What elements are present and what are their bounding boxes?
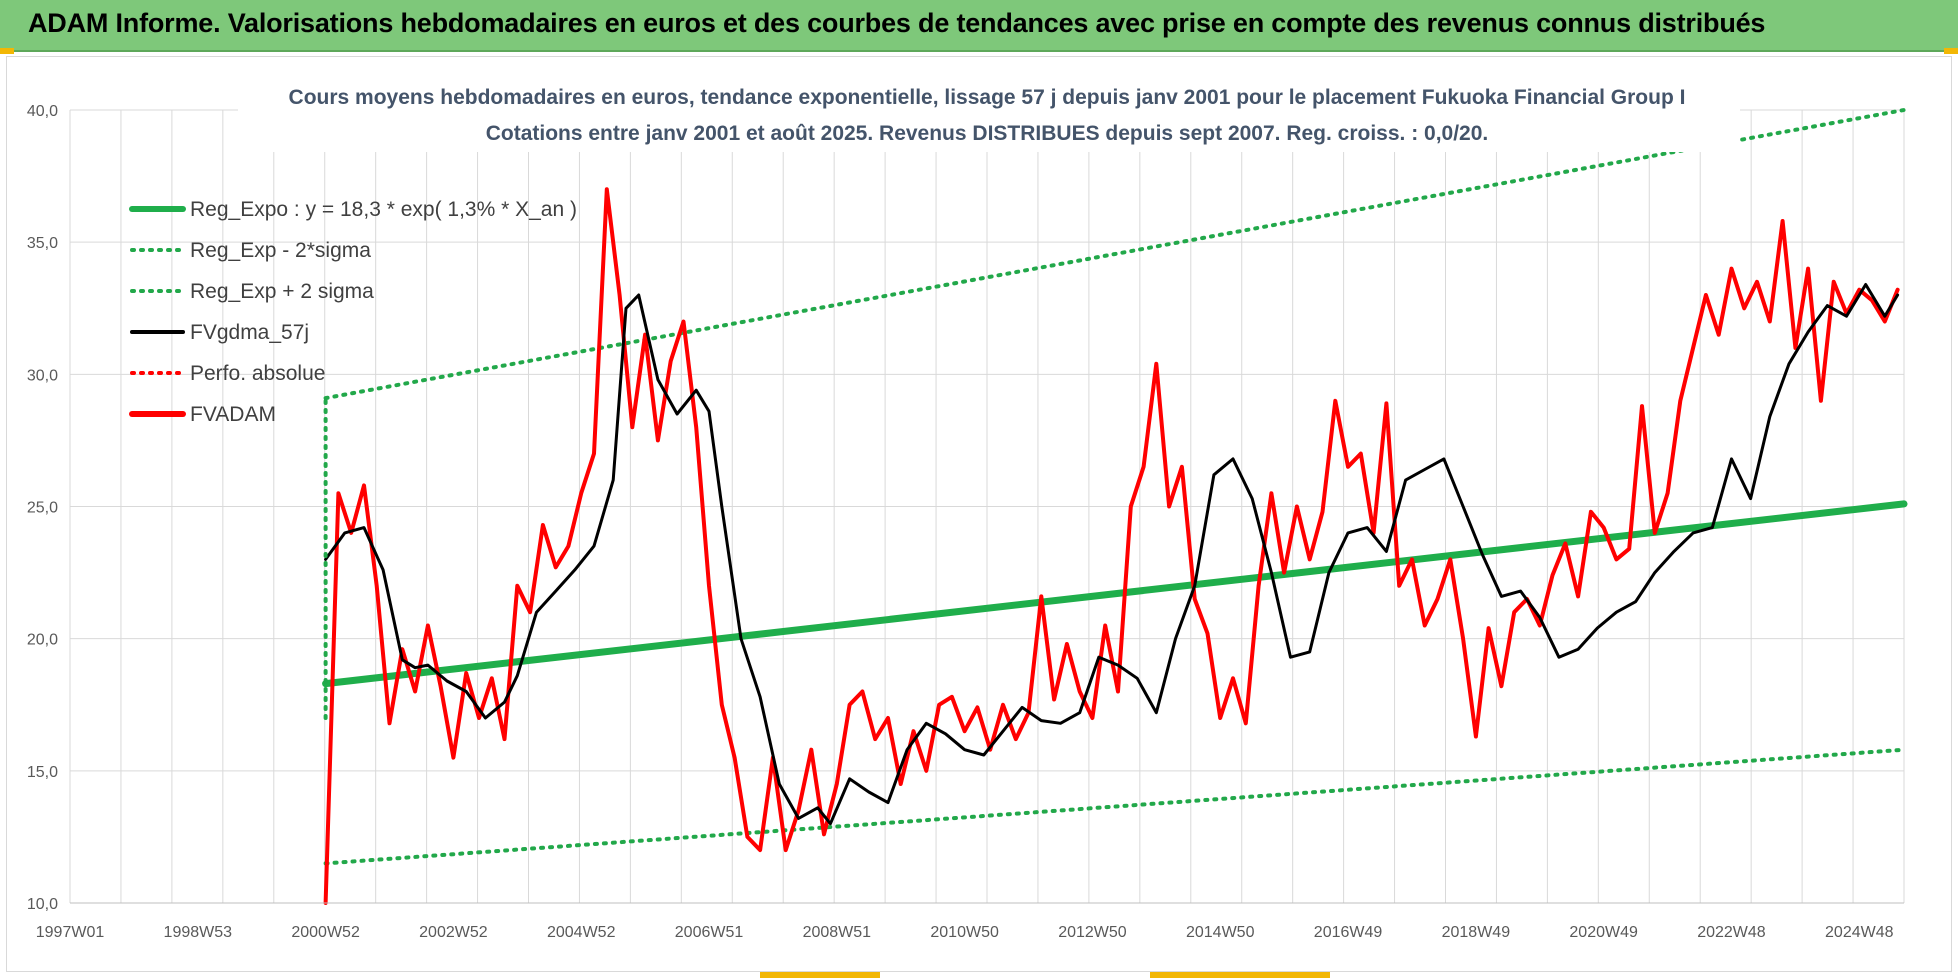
series-reg-expo: [322, 500, 1908, 688]
banner: ADAM Informe. Valorisations hebdomadaire…: [0, 0, 1958, 52]
legend-item: Reg_Exp - 2*sigma: [130, 239, 371, 262]
legend-item: Reg_Exp + 2 sigma: [130, 280, 374, 303]
corner-marker-left: [0, 48, 14, 54]
x-tick-label: 2018W49: [1442, 924, 1511, 941]
legend: Reg_Expo : y = 18,3 * exp( 1,3% * X_an )…: [129, 198, 577, 426]
legend-label: Perfo. absolue: [190, 362, 325, 385]
x-tick-label: 2004W52: [547, 924, 616, 941]
legend-item: Reg_Expo : y = 18,3 * exp( 1,3% * X_an ): [129, 198, 577, 221]
legend-label: Reg_Exp + 2 sigma: [190, 280, 374, 303]
x-tick-label: 2000W52: [291, 924, 360, 941]
title-backdrop: [238, 78, 1740, 152]
x-tick-label: 1998W53: [164, 924, 233, 941]
x-tick-label: 2024W48: [1825, 924, 1894, 941]
chart-title: Cours moyens hebdomadaires en euros, ten…: [289, 86, 1686, 109]
grid-layer: [69, 109, 1905, 904]
y-tick-label: 30,0: [27, 367, 58, 384]
chart-title-block: Cours moyens hebdomadaires en euros, ten…: [238, 78, 1740, 152]
y-tick-label: 15,0: [27, 764, 58, 781]
y-tick-label: 25,0: [27, 500, 58, 517]
x-tick-label: 2010W50: [930, 924, 999, 941]
series-reg-minus-2sigma: [323, 747, 1906, 866]
corner-marker-right: [1944, 48, 1958, 54]
x-tick-label: 2020W49: [1569, 924, 1638, 941]
chart-subtitle: Cotations entre janv 2001 et août 2025. …: [486, 122, 1489, 145]
x-tick-label: 2008W51: [803, 924, 872, 941]
bottom-marker-1: [760, 972, 880, 978]
x-tick-label: 2022W48: [1697, 924, 1766, 941]
bottom-marker-2: [1150, 972, 1330, 978]
series-layer: [322, 108, 1908, 905]
legend-label: FVgdma_57j: [190, 321, 309, 344]
x-tick-label: 2012W50: [1058, 924, 1127, 941]
axis-layer: 10,0 15,0 20,0 25,0 30,0 35,0 40,0 1997W01 1998W…: [27, 103, 1904, 941]
legend-item: FVADAM: [129, 403, 276, 426]
x-tick-label: 2002W52: [419, 924, 488, 941]
legend-item: FVgdma_57j: [130, 321, 309, 344]
y-tick-label: 20,0: [27, 632, 58, 649]
x-tick-label: 2006W51: [675, 924, 744, 941]
legend-label: Reg_Exp - 2*sigma: [190, 239, 371, 262]
legend-item: Perfo. absolue: [130, 362, 325, 385]
series-fvadam: [323, 187, 1900, 905]
series-fvgdma-57j: [324, 283, 1900, 826]
legend-label: Reg_Expo : y = 18,3 * exp( 1,3% * X_an ): [190, 198, 577, 221]
x-tick-label: 1997W01: [36, 924, 105, 941]
legend-label: FVADAM: [190, 403, 276, 426]
series-reg-plus-2sigma: [323, 108, 1906, 401]
banner-title: ADAM Informe. Valorisations hebdomadaire…: [28, 8, 1766, 38]
y-tick-label: 40,0: [27, 103, 58, 120]
y-tick-label: 35,0: [27, 235, 58, 252]
y-tick-label: 10,0: [27, 896, 58, 913]
x-tick-label: 2014W50: [1186, 924, 1255, 941]
chart-frame: [6, 56, 1952, 972]
x-tick-label: 2016W49: [1314, 924, 1383, 941]
